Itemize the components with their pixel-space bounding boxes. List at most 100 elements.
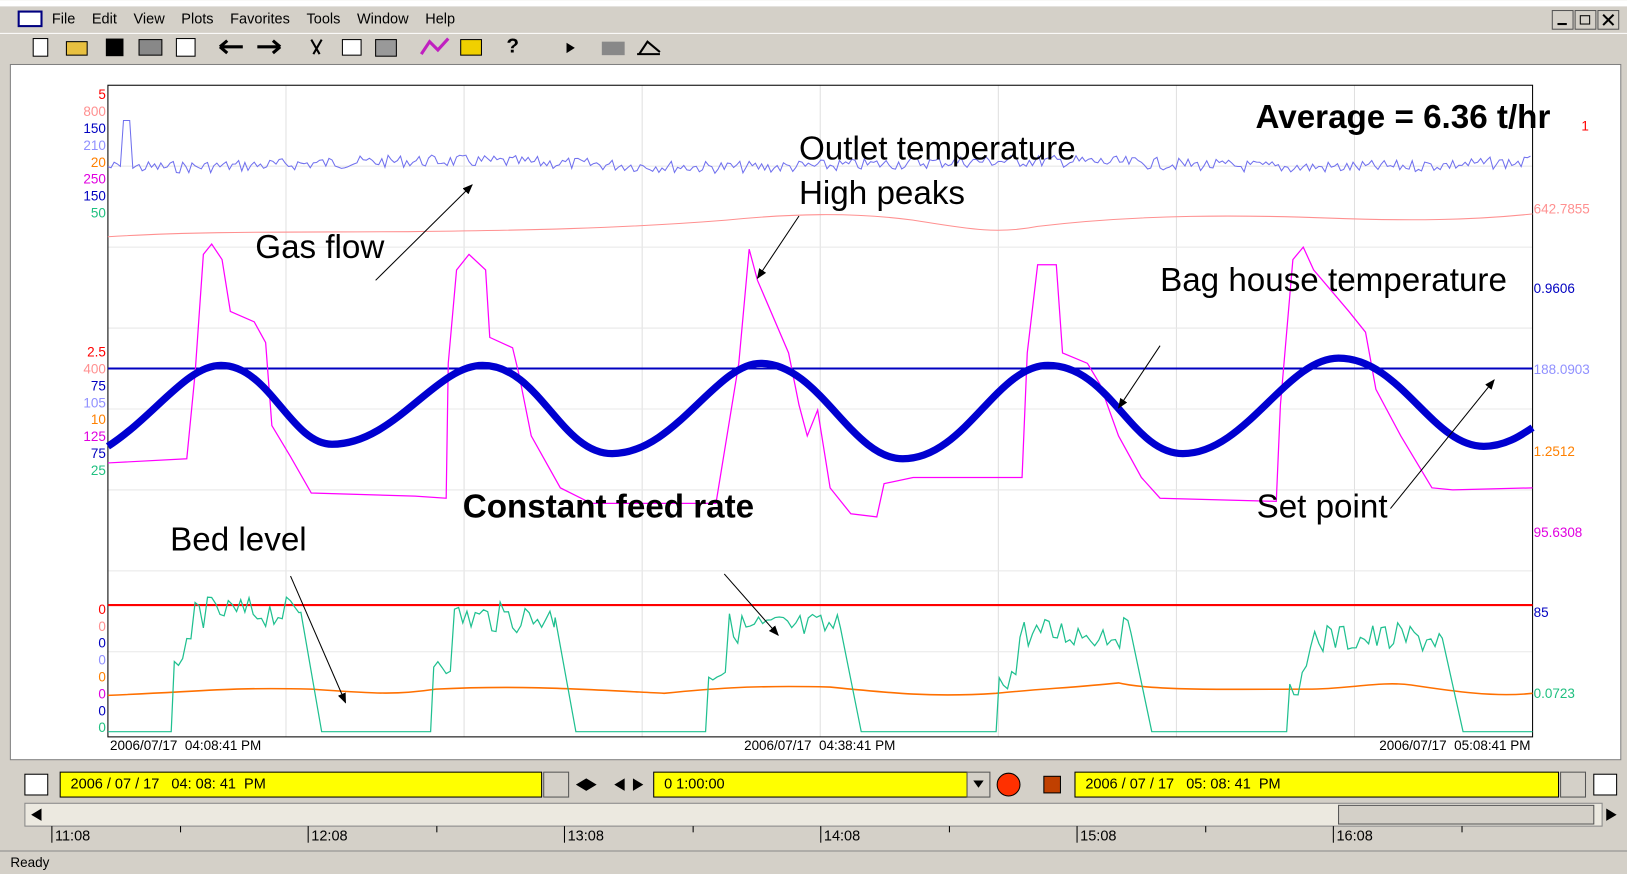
x-axis-label: 2006/07/17 04:38:41 PM (744, 738, 895, 753)
y-axis-label: 800 (83, 104, 105, 119)
right-axis-label: 188.0903 (1534, 362, 1590, 377)
menu-item[interactable]: View (133, 12, 165, 28)
lock-button[interactable] (1043, 775, 1061, 794)
traces (105, 120, 1535, 733)
open-button[interactable] (65, 41, 88, 56)
status-text: Ready (10, 855, 49, 870)
toolbar: ? (0, 32, 1627, 57)
chart-button[interactable] (637, 40, 661, 56)
y-axis-label: 0 (98, 619, 106, 634)
step-buttons[interactable] (575, 778, 644, 791)
orange-trace (107, 682, 1533, 697)
annotation: Bed level (170, 522, 307, 559)
y-axis-label: 125 (83, 429, 105, 444)
end-time: 2006 / 07 / 17 05: 08: 41 PM (1085, 776, 1280, 792)
menu-item[interactable]: File (52, 12, 75, 28)
annotations: Average = 6.36 t/hr Outlet temperature Hig… (170, 99, 1551, 704)
forward-button[interactable] (257, 39, 282, 55)
copy-button[interactable] (341, 39, 362, 56)
y-axis-label: 0 (98, 669, 106, 684)
cut-button[interactable] (310, 39, 323, 55)
annotation: Bag house temperature (1160, 262, 1507, 299)
y-axis-label: 2.5 (87, 345, 106, 360)
y-axis-label: 0 (98, 720, 106, 735)
play-button[interactable] (566, 42, 575, 54)
pink-trace (107, 213, 1533, 238)
timeline-label: 13:08 (568, 828, 604, 844)
scroll-thumb[interactable] (1338, 804, 1595, 825)
y-axis-label: 75 (91, 378, 106, 393)
y-axis-label: 150 (83, 121, 105, 136)
timeline-label: 15:08 (1080, 828, 1116, 844)
y-axis-label: 0 (98, 653, 106, 668)
start-spinner[interactable] (543, 771, 570, 798)
right-axis-label: 1 (1581, 118, 1589, 133)
span-field[interactable] (653, 771, 968, 798)
print-button[interactable] (138, 39, 163, 56)
save-button[interactable] (105, 38, 124, 57)
menu-item[interactable]: Window (357, 12, 409, 28)
right-axis-label: 642.7855 (1534, 201, 1590, 216)
right-axis-label: 95.6308 (1534, 525, 1583, 540)
annotation: Outlet temperature (799, 130, 1076, 167)
end-time-field[interactable] (1074, 771, 1560, 798)
y-axis-label: 0 (98, 686, 106, 701)
restore-button[interactable] (1574, 10, 1597, 30)
bed-level-trace (107, 595, 1533, 733)
span: 0 1:00:00 (664, 776, 725, 792)
menu-item[interactable]: Tools (306, 12, 340, 28)
minimize-button[interactable] (1551, 10, 1574, 30)
doc-icon (17, 10, 43, 28)
new-button[interactable] (32, 38, 49, 57)
y-axis-label: 20 (91, 155, 106, 170)
db-button[interactable] (460, 39, 482, 56)
menu-bar: File Edit View Plots Favorites Tools Window Hel… (52, 12, 455, 28)
grid (107, 85, 1533, 737)
plot-frame (107, 84, 1534, 738)
y-axis-label: 250 (83, 172, 105, 187)
menu-item[interactable]: Favorites (230, 12, 290, 28)
clock-button[interactable] (996, 772, 1021, 797)
start-time: 2006 / 07 / 17 04: 08: 41 PM (71, 776, 266, 792)
back-button[interactable] (218, 39, 243, 55)
y-axis-label: 0 (98, 636, 106, 651)
y-axis-label: 210 (83, 138, 105, 153)
trend-panel (9, 63, 1622, 761)
paste-button[interactable] (375, 39, 397, 57)
preview-button[interactable] (175, 38, 196, 57)
timeline-label: 11:08 (55, 828, 90, 844)
annotation: Gas flow (255, 229, 385, 266)
outlet-temperature-trace (107, 242, 1533, 518)
y-axis-label: 25 (91, 463, 106, 478)
menu-item[interactable]: Help (425, 12, 455, 28)
help-button[interactable]: ? (506, 34, 519, 57)
export-button[interactable] (601, 41, 625, 56)
timeline-label: 12:08 (311, 828, 347, 844)
scroll-left[interactable] (31, 808, 42, 821)
y-axis-label: 75 (91, 446, 106, 461)
top-border (0, 0, 1627, 7)
trend-button[interactable] (419, 37, 450, 55)
window-controls (1551, 10, 1620, 30)
timeline: 11:08 12:08 13:08 14:08 15:08 16:08 (51, 826, 1463, 844)
annotation: High peaks (799, 175, 965, 212)
y-axis-label: 0 (98, 602, 106, 617)
menu-item[interactable]: Plots (181, 12, 213, 28)
timeline-scroll[interactable] (24, 802, 1603, 827)
calendar-button-end[interactable] (1593, 773, 1618, 796)
timeline-label: 14:08 (824, 828, 860, 844)
y-axis-label: 5 (98, 87, 106, 102)
right-axis-label: 0.0723 (1534, 686, 1575, 701)
time-bar: 2006 / 07 / 17 04: 08: 41 PM 0 1:00:00 2… (0, 771, 1627, 870)
calendar-button[interactable] (24, 773, 49, 796)
y-axis-label: 150 (83, 189, 105, 204)
y-axis-label: 10 (91, 412, 106, 427)
annotation: Constant feed rate (463, 488, 754, 525)
scroll-right[interactable] (1606, 808, 1617, 821)
menu-item[interactable]: Edit (92, 12, 117, 28)
annotation: Set point (1257, 488, 1388, 525)
end-spinner[interactable] (1560, 771, 1587, 798)
start-time-field[interactable] (59, 771, 543, 798)
annotation: Average = 6.36 t/hr (1256, 99, 1551, 136)
